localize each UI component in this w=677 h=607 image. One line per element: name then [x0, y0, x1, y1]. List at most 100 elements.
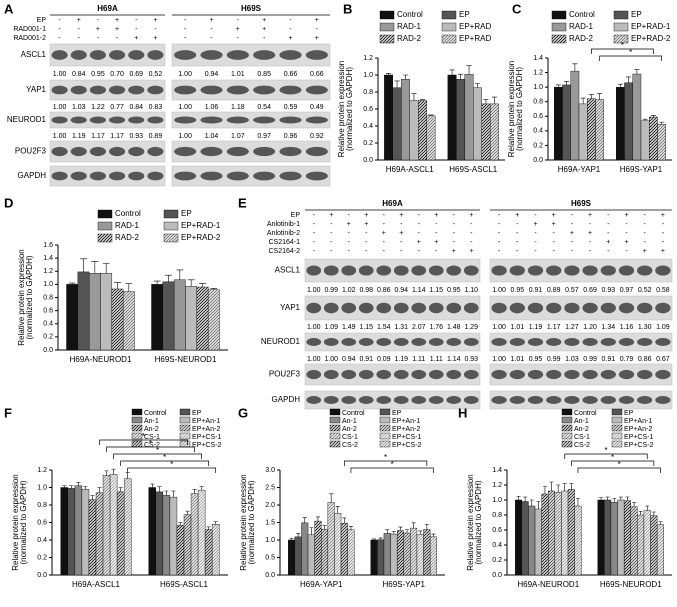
treatment-sign: +	[624, 212, 628, 219]
significance-star: *	[384, 453, 387, 462]
band-quantification: 0.52	[149, 71, 163, 78]
treatment-sign: -	[553, 239, 556, 246]
error-bar	[322, 525, 327, 530]
treatment-sign: -	[400, 221, 403, 228]
error-bar	[335, 506, 340, 514]
y-tick-label: 0.6	[43, 307, 53, 314]
bar	[148, 487, 157, 576]
legend-swatch	[179, 424, 191, 432]
blot-band	[411, 265, 427, 276]
blot-band	[600, 302, 616, 314]
blot-band	[376, 396, 392, 404]
bar	[340, 523, 348, 576]
treatment-sign: +	[606, 239, 610, 246]
significance-bracket	[106, 446, 195, 452]
band-quantification: 0.95	[91, 71, 105, 78]
legend-swatch	[329, 416, 341, 424]
blot-band	[51, 116, 68, 124]
legend-label: EP+CS-1	[392, 434, 421, 441]
panel-label: E	[238, 195, 247, 210]
treatment-sign: -	[516, 239, 519, 246]
blot-band	[89, 85, 106, 95]
x-tick-label: H69S-ASCL1	[160, 580, 209, 589]
error-bar	[199, 486, 204, 491]
error-bar	[491, 96, 497, 104]
error-bar	[394, 80, 400, 88]
blot-band	[491, 396, 507, 404]
legend-label: RAD-1	[397, 22, 422, 31]
blot-band	[637, 265, 653, 276]
band-quantification: 1.00	[324, 356, 338, 363]
treatment-label: RAD001-1	[13, 26, 46, 33]
error-bar	[153, 280, 161, 285]
treatment-sign: -	[348, 248, 351, 255]
blot-band	[279, 85, 302, 95]
treatment-sign: -	[571, 239, 574, 246]
treatment-sign: -	[383, 239, 386, 246]
blot-band	[582, 369, 598, 380]
panel-label: G	[238, 405, 248, 420]
treatment-sign: +	[469, 212, 473, 219]
blot-band	[655, 302, 671, 314]
blot-strip	[171, 165, 331, 187]
blot-band	[446, 396, 462, 404]
band-quantification: 1.17	[547, 324, 561, 331]
blot-strip	[171, 111, 331, 129]
blot-band	[655, 338, 671, 346]
treatment-sign: +	[661, 212, 665, 219]
blot-band	[226, 50, 249, 60]
treatment-sign: +	[347, 221, 351, 228]
error-bar	[618, 496, 623, 500]
blot-band	[376, 265, 392, 276]
blot-band	[306, 338, 322, 346]
treatment-sign: -	[365, 230, 368, 237]
panel-label: F	[4, 405, 12, 420]
bar	[464, 73, 474, 161]
blot-band	[305, 146, 328, 157]
legend-label: Control	[574, 410, 597, 417]
legend-label: CS-1	[144, 434, 160, 441]
band-quantification: 1.09	[656, 324, 670, 331]
blot-band	[637, 338, 653, 346]
y-tick-label: 0.2	[492, 557, 502, 564]
band-quantification: 1.17	[91, 133, 105, 140]
treatment-sign: +	[399, 230, 403, 237]
blot-band	[376, 369, 392, 380]
blot-band	[637, 369, 653, 380]
error-bar	[171, 490, 176, 498]
blot-band	[582, 338, 598, 346]
treatment-sign: -	[625, 230, 628, 237]
legend-label: EP+An-1	[192, 418, 220, 425]
treatment-sign: +	[588, 212, 592, 219]
blot-band	[51, 50, 68, 60]
error-bar	[309, 527, 314, 535]
error-bar	[185, 510, 190, 515]
treatment-sign: +	[624, 239, 628, 246]
treatment-sign: -	[330, 248, 333, 255]
bar	[190, 493, 199, 576]
bar	[578, 103, 588, 161]
bar	[534, 508, 542, 576]
error-bar	[348, 526, 353, 530]
error-bar	[62, 485, 67, 488]
error-bar	[542, 486, 547, 494]
legend-label: EP+CS-1	[192, 434, 221, 441]
blot-band	[200, 116, 223, 124]
blot-band	[582, 265, 598, 276]
legend-swatch	[379, 10, 395, 20]
blot-band	[491, 302, 507, 314]
bar	[155, 491, 164, 576]
error-bar	[315, 516, 320, 522]
treatment-sign: -	[516, 248, 519, 255]
x-tick-label: H69S-YAP1	[382, 580, 425, 589]
blot-band	[618, 369, 635, 380]
band-quantification: 1.16	[620, 324, 634, 331]
legend-swatch	[551, 10, 567, 20]
band-quantification: 1.11	[430, 356, 443, 363]
legend-swatch	[561, 424, 573, 432]
legend-label: Control	[115, 209, 141, 218]
band-quantification: 0.67	[656, 356, 670, 363]
bar	[88, 273, 101, 351]
band-quantification: 1.00	[53, 104, 67, 111]
protein-label: ASCL1	[21, 50, 47, 59]
